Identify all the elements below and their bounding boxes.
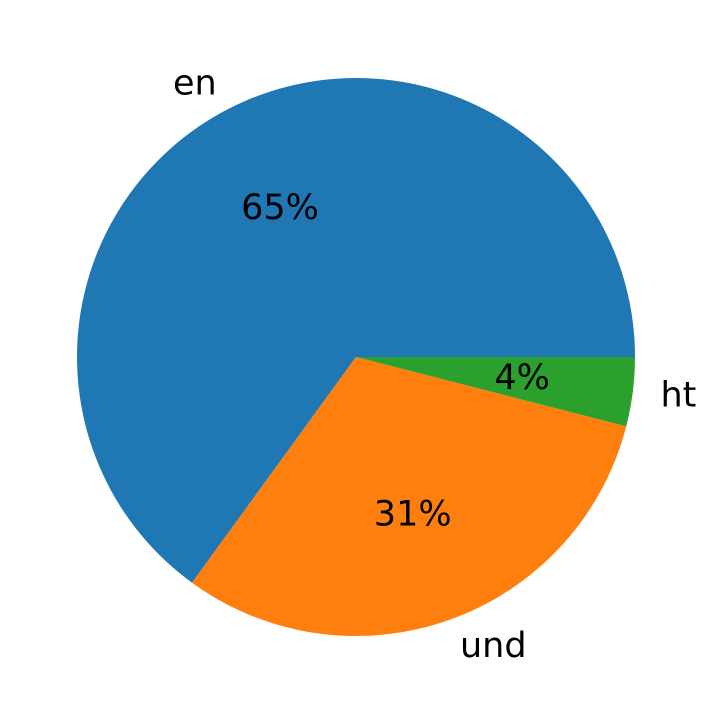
slice-label-ht: ht <box>661 376 697 416</box>
pie-slice-en <box>77 78 636 583</box>
slice-percentage-en: 65% <box>241 188 319 228</box>
pie-slice-und <box>192 357 627 636</box>
slice-percentage-ht: 4% <box>494 358 550 398</box>
slice-label-und: und <box>460 626 527 666</box>
pie-slice-ht <box>356 357 635 427</box>
slice-percentage-und: 31% <box>374 495 452 535</box>
slice-label-en: en <box>173 64 217 104</box>
